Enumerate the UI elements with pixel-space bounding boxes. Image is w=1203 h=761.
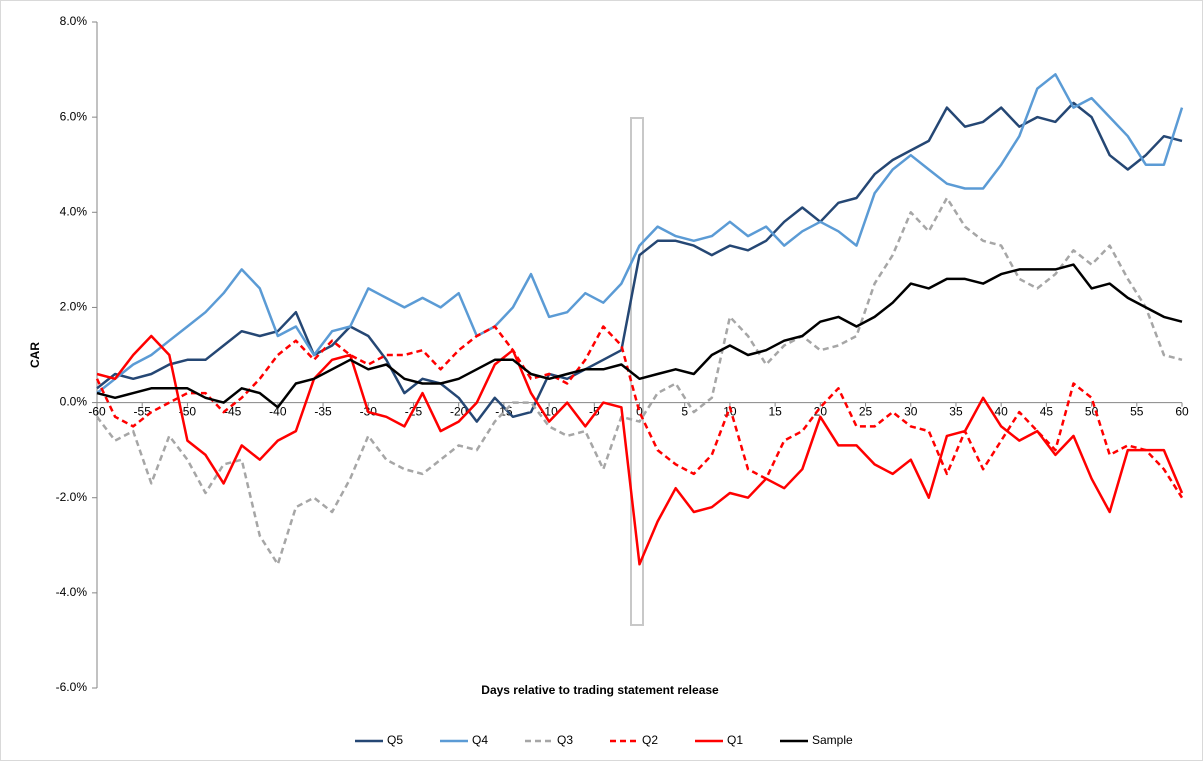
y-tick-label: 0.0% bbox=[60, 395, 88, 409]
series-line bbox=[96, 263, 1183, 409]
y-tick-label: 8.0% bbox=[60, 14, 88, 28]
x-tick-label: -55 bbox=[134, 405, 152, 419]
x-tick-label: 45 bbox=[1040, 405, 1054, 419]
x-tick-label: -45 bbox=[224, 405, 242, 419]
legend-label: Q1 bbox=[727, 733, 743, 747]
legend-label: Sample bbox=[812, 733, 853, 747]
x-tick-label: 55 bbox=[1130, 405, 1144, 419]
x-tick-label: 5 bbox=[681, 405, 688, 419]
y-tick-label: -4.0% bbox=[56, 585, 88, 599]
legend-label: Q3 bbox=[557, 733, 573, 747]
legend-label: Q5 bbox=[387, 733, 403, 747]
x-tick-label: 25 bbox=[859, 405, 873, 419]
x-tick-label: -60 bbox=[88, 405, 106, 419]
x-tick-label: 60 bbox=[1175, 405, 1189, 419]
series-line bbox=[96, 334, 1184, 566]
y-tick-label: 4.0% bbox=[60, 204, 88, 218]
y-tick-label: 2.0% bbox=[60, 300, 88, 314]
x-tick-label: 35 bbox=[949, 405, 963, 419]
x-axis-title: Days relative to trading statement relea… bbox=[481, 683, 719, 697]
series-line bbox=[96, 196, 1183, 566]
x-tick-label: 0 bbox=[636, 405, 643, 419]
series-line bbox=[96, 73, 1184, 395]
legend-label: Q2 bbox=[642, 733, 658, 747]
x-tick-label: 20 bbox=[814, 405, 828, 419]
x-tick-label: 50 bbox=[1085, 405, 1099, 419]
x-tick-label: 30 bbox=[904, 405, 918, 419]
y-tick-label: 6.0% bbox=[60, 109, 88, 123]
y-axis-title: CAR bbox=[28, 342, 42, 368]
x-tick-label: -40 bbox=[269, 405, 287, 419]
series-line bbox=[96, 101, 1183, 423]
y-tick-label: -2.0% bbox=[56, 490, 88, 504]
legend-label: Q4 bbox=[472, 733, 488, 747]
x-tick-label: 40 bbox=[994, 405, 1008, 419]
x-tick-label: -5 bbox=[589, 405, 600, 419]
x-tick-label: -35 bbox=[314, 405, 332, 419]
x-tick-label: 15 bbox=[768, 405, 782, 419]
y-tick-label: -6.0% bbox=[56, 680, 88, 694]
